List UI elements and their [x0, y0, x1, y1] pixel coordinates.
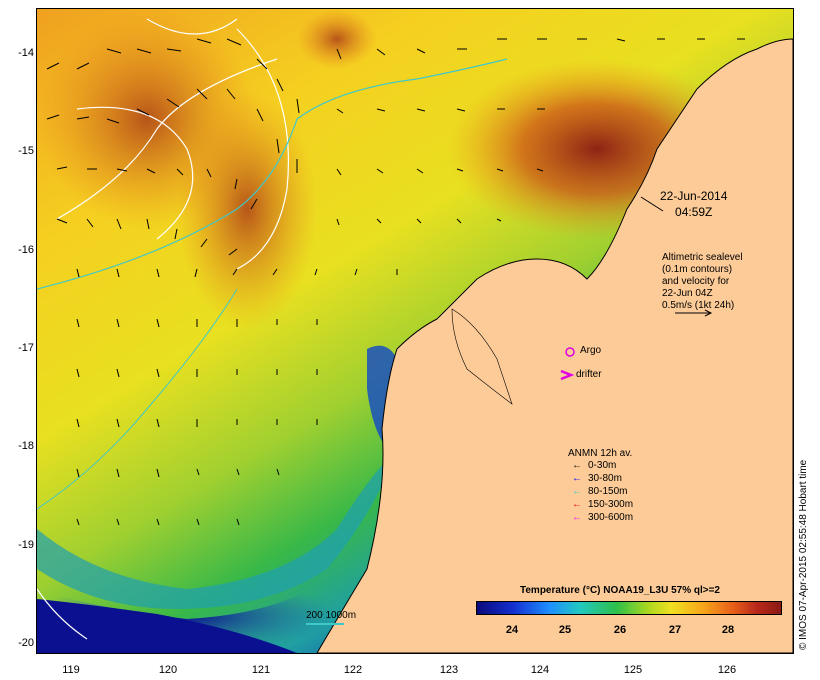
map-panel [36, 8, 794, 654]
x-tick-label: 120 [158, 664, 178, 676]
altimetry-line: 22-Jun 04Z [662, 288, 713, 299]
colorbar-tick: 27 [668, 624, 682, 636]
argo-marker-icon [565, 347, 575, 357]
y-tick-label: -14 [18, 47, 34, 59]
isobath-200m [37, 58, 508, 290]
anmn-legend-item: ← 80-150m [572, 486, 628, 497]
timestamp-leader-line [640, 196, 664, 212]
altimetry-line: (0.1m contours) [662, 264, 733, 275]
cold-water-edge [37, 599, 297, 653]
drifter-marker-icon [560, 369, 575, 381]
cool-coastal-band [37, 449, 397, 609]
x-tick-label: 125 [623, 664, 643, 676]
altimetry-line: and velocity for [662, 276, 730, 287]
y-tick-label: -19 [18, 539, 34, 551]
x-tick-label: 126 [717, 664, 737, 676]
x-tick-label: 121 [251, 664, 271, 676]
x-tick-label: 122 [343, 664, 363, 676]
credit-text: © IMOS 07-Apr-2015 02:55:48 Hobart time [798, 459, 809, 650]
anmn-arrow-icon: ← [572, 486, 582, 497]
warm-patch-north [297, 9, 377, 69]
temperature-colorbar [476, 601, 782, 615]
altimetry-line: 0.5m/s (1kt 24h) [662, 300, 735, 311]
anmn-legend-item: ← 0-30m [572, 460, 617, 471]
colorbar-tick: 26 [613, 624, 627, 636]
timestamp-date: 22-Jun-2014 [660, 189, 728, 203]
x-tick-label: 123 [439, 664, 459, 676]
sst-map [37, 9, 793, 653]
sealevel-contour-4 [146, 18, 238, 35]
x-tick-label: 124 [530, 664, 550, 676]
velocity-scale-arrow-icon [675, 309, 713, 317]
x-tick-label: 119 [62, 664, 80, 676]
current-vectors [46, 38, 745, 526]
anmn-arrow-icon: ← [572, 473, 582, 484]
anmn-legend-item: ← 300-600m [572, 512, 634, 523]
anmn-arrow-icon: ← [572, 499, 582, 510]
argo-label: Argo [580, 345, 602, 356]
y-tick-label: -16 [18, 244, 34, 256]
y-tick-label: -20 [18, 637, 34, 649]
altimetry-line: Altimetric sealevel [662, 252, 743, 263]
land-kimberley-coast [316, 38, 793, 653]
y-tick-label: -18 [18, 440, 34, 452]
sealevel-contour-1 [56, 58, 278, 220]
colorbar-tick: 25 [558, 624, 572, 636]
drifter-label: drifter [576, 369, 602, 380]
sealevel-contour-2 [76, 106, 194, 240]
colorbar-tick: 24 [505, 624, 519, 636]
sealevel-contour-5 [37, 588, 88, 640]
anmn-arrow-icon: ← [572, 512, 582, 523]
y-tick-label: -17 [18, 342, 34, 354]
land-peninsula [451, 308, 513, 405]
y-tick-label: -15 [18, 145, 34, 157]
altimetry-note: Altimetric sealevel (0.1m contours) and … [662, 252, 743, 312]
colorbar-title: Temperature (°C) NOAA19_L3U 57% ql>=2 [520, 585, 720, 596]
colorbar-tick: 28 [721, 624, 735, 636]
anmn-legend-item: ← 30-80m [572, 473, 622, 484]
isobath-1000m [37, 288, 238, 510]
anmn-arrow-icon: ← [572, 460, 582, 471]
timestamp-time: 04:59Z [675, 205, 713, 219]
anmn-legend-title: ANMN 12h av. [568, 448, 633, 459]
anmn-legend-item: ← 150-300m [572, 499, 634, 510]
warm-patch-center [177, 89, 317, 329]
isobath-legend-line [306, 623, 344, 625]
isobath-legend-label: 200 1000m [306, 610, 357, 621]
sealevel-contour-3 [236, 28, 290, 270]
observation-timestamp: 22-Jun-2014 04:59Z [660, 188, 727, 220]
